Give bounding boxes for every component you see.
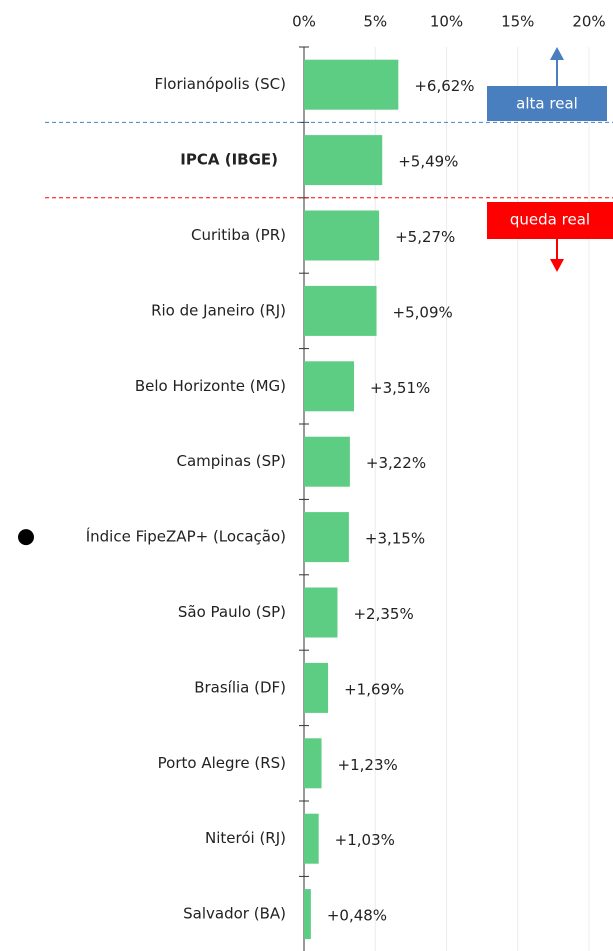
y-tick-label: Brasília (DF) bbox=[194, 678, 286, 696]
y-tick-label: Curitiba (PR) bbox=[191, 226, 286, 244]
x-tick-label: 10% bbox=[430, 13, 463, 31]
y-tick-label: Belo Horizonte (MG) bbox=[135, 377, 286, 395]
value-label: +2,35% bbox=[353, 605, 413, 623]
bar bbox=[304, 512, 349, 563]
bar bbox=[304, 285, 377, 336]
bar bbox=[304, 436, 350, 487]
y-tick-label: IPCA (IBGE) bbox=[180, 151, 278, 169]
y-tick-label: Campinas (SP) bbox=[176, 452, 286, 470]
bar bbox=[304, 361, 355, 412]
value-label: +1,69% bbox=[344, 680, 404, 698]
bar bbox=[304, 210, 380, 261]
value-label: +1,03% bbox=[335, 831, 395, 849]
arrow-head bbox=[550, 259, 564, 272]
bar bbox=[304, 59, 399, 110]
x-tick-label: 15% bbox=[501, 13, 534, 31]
value-label: +3,22% bbox=[366, 454, 426, 472]
value-label: +5,27% bbox=[395, 228, 455, 246]
y-tick-label: Rio de Janeiro (RJ) bbox=[151, 301, 286, 319]
y-tick-label: Salvador (BA) bbox=[183, 905, 286, 923]
y-tick-label: Índice FipeZAP+ (Locação) bbox=[86, 527, 286, 546]
y-tick-label: Niterói (RJ) bbox=[205, 829, 286, 847]
x-tick-label: 20% bbox=[572, 13, 605, 31]
y-tick-label: Porto Alegre (RS) bbox=[158, 754, 286, 772]
annotation-box bbox=[487, 202, 613, 239]
value-label: +3,51% bbox=[370, 379, 430, 397]
bar bbox=[304, 662, 329, 713]
value-label: +1,23% bbox=[338, 756, 398, 774]
value-label: +0,48% bbox=[327, 907, 387, 925]
bar bbox=[304, 889, 311, 940]
bar bbox=[304, 587, 338, 638]
marker-dot bbox=[18, 529, 34, 546]
bar bbox=[304, 813, 319, 864]
x-tick-label: 0% bbox=[292, 13, 316, 31]
y-tick-label: São Paulo (SP) bbox=[178, 603, 286, 621]
x-tick-label: 5% bbox=[363, 13, 387, 31]
annotation-text: alta real bbox=[516, 95, 578, 113]
arrow-head bbox=[550, 47, 564, 60]
value-label: +6,62% bbox=[414, 77, 474, 95]
value-label: +5,49% bbox=[398, 153, 458, 171]
bar bbox=[304, 738, 322, 789]
y-tick-label: Florianópolis (SC) bbox=[155, 75, 287, 93]
value-label: +5,09% bbox=[393, 303, 453, 321]
bar bbox=[304, 135, 383, 186]
annotation-box bbox=[487, 86, 607, 121]
annotation-text: queda real bbox=[510, 211, 590, 229]
value-label: +3,15% bbox=[365, 530, 425, 548]
